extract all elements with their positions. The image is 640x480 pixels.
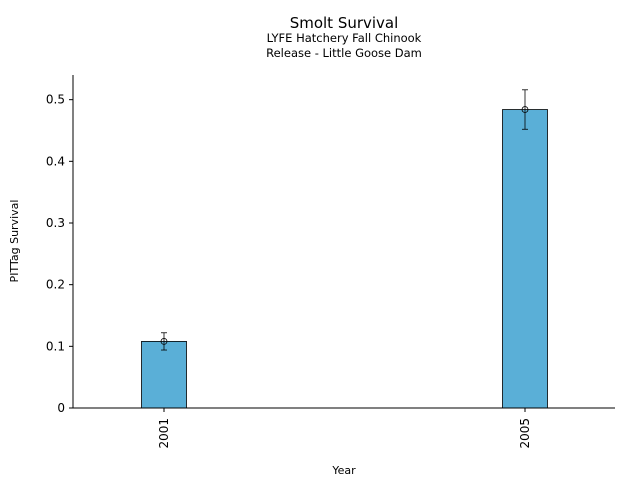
y-tick-label: 0.4	[46, 154, 65, 168]
x-tick-label: 2005	[518, 418, 532, 449]
x-tick-label: 2001	[157, 418, 171, 449]
chart-subtitle-line1: LYFE Hatchery Fall Chinook	[267, 31, 422, 45]
plot-area: 0 0.1 0.2 0.3 0.4 0.5 2001 2005	[46, 89, 548, 449]
chart-title: Smolt Survival	[290, 14, 399, 32]
bar-2001	[141, 340, 187, 409]
x-axis-label: Year	[331, 464, 356, 477]
y-tick-label: 0.5	[46, 93, 65, 107]
y-tick-label: 0	[57, 401, 65, 415]
y-tick-label: 0.2	[46, 278, 65, 292]
chart-subtitle-line2: Release - Little Goose Dam	[266, 46, 422, 60]
mean-marker	[160, 337, 168, 345]
y-tick-label: 0.1	[46, 339, 65, 353]
mean-marker	[521, 106, 529, 113]
y-axis-label: PITTag Survival	[8, 200, 21, 283]
y-tick-label: 0.3	[46, 216, 65, 230]
bar-2005	[502, 109, 548, 409]
